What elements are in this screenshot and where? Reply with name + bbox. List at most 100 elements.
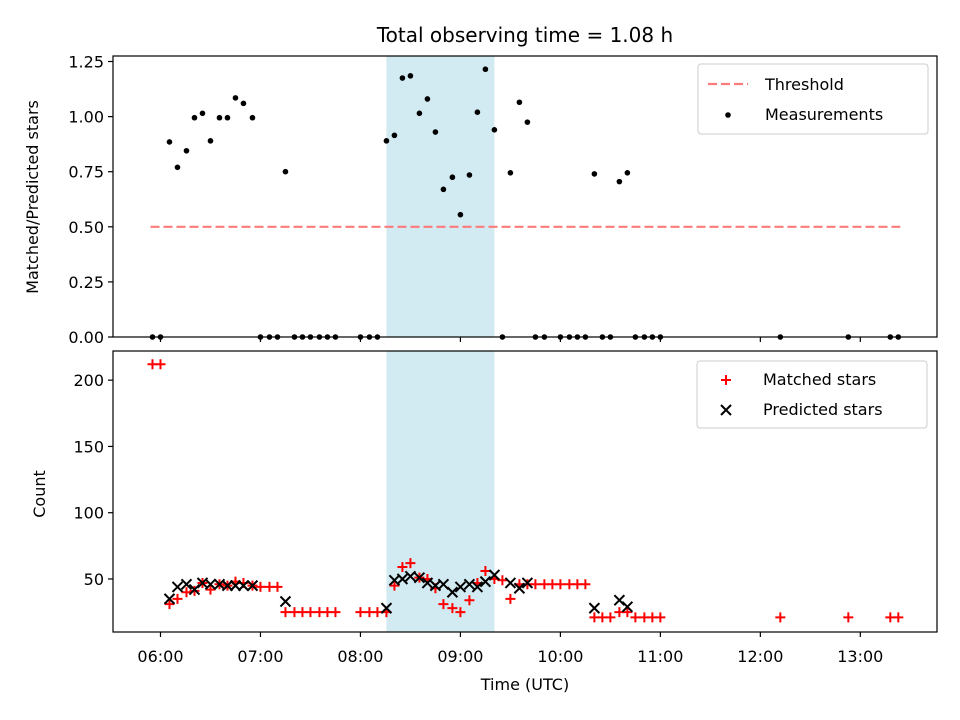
legend-predicted-swatch: [720, 404, 732, 416]
matched-star-point: [555, 579, 566, 590]
matched-star-point: [255, 581, 266, 592]
measurement-point: [207, 138, 214, 144]
matched-star-point: [372, 607, 383, 618]
predicted-star-point: [279, 595, 292, 608]
legend-threshold-label: Threshold: [764, 75, 844, 94]
legend-matched-swatch: [721, 375, 731, 385]
legend-measurements-swatch: [725, 112, 731, 118]
measurement-point: [424, 96, 431, 102]
matched-star-point: [464, 595, 475, 606]
matched-star-point: [172, 593, 183, 604]
matched-star-point: [305, 607, 316, 618]
measurement-point: [624, 170, 631, 176]
measurement-point: [232, 95, 239, 101]
top-legend-box: [697, 63, 929, 135]
matched-star-point: [205, 584, 216, 595]
measurement-point: [240, 100, 247, 107]
matched-star-point: [355, 607, 366, 618]
measurement-point: [166, 139, 173, 145]
matched-star-point: [505, 593, 516, 604]
predicted-star-point: [454, 581, 467, 593]
predicted-star-point: [504, 577, 517, 589]
predicted-star-point: [479, 575, 492, 588]
x-tick-label: 12:00: [737, 647, 783, 666]
bottom-y-axis-label: Count: [30, 470, 49, 518]
predicted-star-point: [588, 602, 601, 614]
x-tick-label: 11:00: [637, 647, 683, 666]
measurement-point: [491, 127, 498, 133]
matched-star-point: [155, 359, 166, 370]
measurement-point: [432, 129, 439, 135]
matched-star-point: [622, 607, 633, 618]
bottom-y-tick-label: 100: [73, 504, 104, 523]
matched-star-point: [630, 612, 641, 623]
matched-star-point: [455, 607, 466, 618]
predicted-star-point: [421, 577, 434, 589]
predicted-star-point: [396, 573, 409, 585]
measurement-point: [591, 171, 598, 177]
matched-star-point: [480, 566, 491, 577]
matched-star-point: [389, 580, 400, 591]
measurement-point: [216, 114, 223, 121]
predicted-star-point: [488, 569, 501, 581]
matched-star-point: [893, 612, 904, 623]
matched-star-point: [164, 599, 175, 610]
measurement-point: [174, 164, 181, 171]
top-shaded-span: [386, 56, 495, 337]
x-tick-label: 13:00: [837, 647, 883, 666]
predicted-star-point: [621, 601, 634, 613]
predicted-star-point: [171, 581, 184, 593]
matched-star-point: [272, 581, 283, 592]
bottom-axes-frame: [112, 350, 938, 633]
measurement-point: [191, 114, 198, 121]
top-y-tick-label: 0.00: [68, 328, 104, 347]
predicted-star-point: [521, 577, 534, 589]
measurement-point: [466, 172, 473, 178]
matched-star-point: [605, 612, 616, 623]
measurement-point: [407, 73, 414, 79]
measurement-point: [616, 178, 623, 185]
measurement-point: [507, 170, 514, 176]
matched-star-point: [405, 558, 416, 569]
measurement-point: [416, 110, 423, 117]
measurement-point: [474, 109, 481, 115]
x-tick-label: 09:00: [437, 647, 483, 666]
matched-star-point: [181, 587, 192, 598]
top-y-tick-label: 0.50: [68, 218, 104, 237]
x-tick-label: 10:00: [537, 647, 583, 666]
predicted-star-point: [180, 578, 193, 590]
measurement-point: [482, 66, 489, 73]
top-y-tick-label: 0.75: [68, 163, 104, 182]
bottom-y-tick-label: 150: [73, 437, 104, 456]
matched-star-point: [580, 579, 591, 590]
top-y-tick-label: 1.00: [68, 108, 104, 127]
legend-matched-label: Matched stars: [763, 370, 876, 389]
matched-star-point: [655, 612, 666, 623]
matched-star-point: [438, 599, 449, 610]
top-y-tick-label: 1.25: [68, 53, 104, 72]
measurement-point: [199, 110, 206, 117]
top-axes-frame: [112, 55, 938, 338]
predicted-star-point: [237, 579, 250, 592]
measurement-point: [282, 168, 289, 175]
top-y-tick-label: 0.25: [68, 273, 104, 292]
measurement-point: [391, 132, 398, 139]
predicted-star-point: [413, 571, 426, 584]
top-y-axis-label: Matched/Predicted stars: [23, 100, 42, 294]
predicted-star-point: [163, 593, 176, 605]
measurement-point: [457, 211, 464, 218]
predicted-star-point: [513, 582, 526, 594]
x-tick-label: 06:00: [137, 647, 183, 666]
measurement-point: [516, 99, 523, 106]
bottom-legend-box: [696, 360, 928, 429]
bottom-y-tick-label: 50: [84, 570, 104, 589]
predicted-star-point: [246, 579, 259, 592]
measurement-point: [449, 174, 456, 181]
predicted-star-point: [463, 578, 476, 590]
measurement-point: [399, 75, 406, 81]
matched-star-point: [843, 612, 854, 623]
x-tick-label: 08:00: [337, 647, 383, 666]
predicted-star-point: [380, 602, 393, 614]
matched-star-point: [775, 612, 786, 623]
